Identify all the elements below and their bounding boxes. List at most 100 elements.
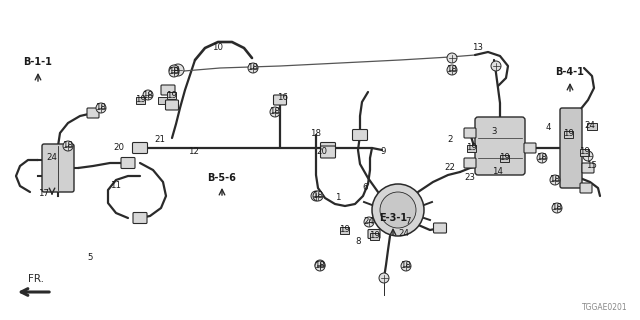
- Text: 19: 19: [563, 130, 573, 139]
- Bar: [579, 148, 589, 156]
- Text: 18: 18: [447, 66, 458, 75]
- FancyBboxPatch shape: [353, 130, 367, 140]
- FancyBboxPatch shape: [273, 95, 287, 105]
- Text: 3: 3: [492, 127, 497, 137]
- Text: 18: 18: [63, 141, 74, 150]
- Text: 23: 23: [465, 173, 476, 182]
- Text: 18: 18: [536, 154, 547, 163]
- Text: 1: 1: [335, 194, 340, 203]
- FancyBboxPatch shape: [464, 158, 476, 168]
- FancyBboxPatch shape: [121, 157, 135, 169]
- Text: 2: 2: [447, 135, 452, 145]
- Text: 19: 19: [166, 91, 177, 100]
- FancyBboxPatch shape: [560, 108, 582, 188]
- FancyBboxPatch shape: [321, 146, 335, 158]
- Text: 18: 18: [310, 130, 321, 139]
- Text: 12: 12: [189, 148, 200, 156]
- Circle shape: [315, 261, 325, 271]
- Text: 7: 7: [405, 218, 411, 227]
- Circle shape: [270, 107, 280, 117]
- Text: 19: 19: [579, 148, 589, 156]
- Circle shape: [379, 273, 389, 283]
- FancyBboxPatch shape: [464, 128, 476, 138]
- FancyBboxPatch shape: [132, 142, 147, 154]
- Text: 14: 14: [493, 167, 504, 177]
- Text: 21: 21: [154, 135, 166, 145]
- Circle shape: [315, 260, 325, 270]
- FancyBboxPatch shape: [368, 229, 380, 238]
- Text: 18: 18: [269, 108, 280, 116]
- Circle shape: [583, 151, 593, 161]
- Circle shape: [380, 192, 416, 228]
- Circle shape: [143, 90, 153, 100]
- FancyBboxPatch shape: [87, 108, 99, 118]
- Text: 18: 18: [95, 103, 106, 113]
- Text: 13: 13: [472, 44, 483, 52]
- Text: B-5-6: B-5-6: [207, 173, 236, 183]
- Circle shape: [447, 65, 457, 75]
- Bar: [166, 92, 175, 99]
- Text: 16: 16: [278, 93, 289, 102]
- Text: 24: 24: [364, 218, 374, 227]
- Text: 19: 19: [499, 154, 509, 163]
- Circle shape: [169, 67, 179, 77]
- Bar: [369, 233, 378, 239]
- Circle shape: [550, 175, 560, 185]
- Text: 19: 19: [369, 231, 380, 241]
- Text: 20: 20: [113, 143, 125, 153]
- Circle shape: [552, 203, 562, 213]
- Text: 10: 10: [212, 44, 223, 52]
- Text: 4: 4: [545, 124, 551, 132]
- FancyBboxPatch shape: [42, 144, 74, 192]
- Text: 24: 24: [399, 229, 410, 238]
- Text: 18: 18: [401, 261, 412, 270]
- Text: 9: 9: [380, 148, 386, 156]
- Text: 15: 15: [586, 162, 598, 171]
- Text: 22: 22: [445, 164, 456, 172]
- Circle shape: [172, 64, 184, 76]
- Text: 18: 18: [314, 261, 326, 270]
- FancyBboxPatch shape: [580, 183, 592, 193]
- Text: FR.: FR.: [28, 274, 44, 284]
- Bar: [563, 131, 573, 138]
- Text: 17: 17: [38, 189, 49, 198]
- Text: 18: 18: [552, 204, 563, 212]
- Circle shape: [169, 65, 179, 75]
- Circle shape: [96, 103, 106, 113]
- Circle shape: [364, 217, 374, 227]
- Text: 20: 20: [317, 148, 328, 156]
- Text: 18: 18: [550, 175, 561, 185]
- Text: B-4-1: B-4-1: [556, 67, 584, 77]
- Bar: [587, 123, 597, 130]
- FancyBboxPatch shape: [524, 143, 536, 153]
- FancyBboxPatch shape: [161, 85, 175, 95]
- FancyBboxPatch shape: [321, 142, 335, 154]
- Circle shape: [63, 141, 73, 151]
- Bar: [136, 97, 145, 103]
- Text: 11: 11: [111, 181, 122, 190]
- Text: 6: 6: [362, 183, 368, 193]
- Circle shape: [313, 191, 323, 201]
- Text: 24: 24: [584, 122, 595, 131]
- Circle shape: [311, 191, 321, 201]
- Text: 8: 8: [355, 237, 361, 246]
- Text: 19: 19: [134, 95, 145, 105]
- FancyBboxPatch shape: [582, 163, 594, 173]
- Circle shape: [537, 153, 547, 163]
- Bar: [467, 145, 476, 151]
- Text: B-1-1: B-1-1: [24, 57, 52, 67]
- Circle shape: [491, 61, 501, 71]
- Text: 24: 24: [47, 154, 58, 163]
- Text: 18: 18: [143, 91, 154, 100]
- FancyBboxPatch shape: [166, 100, 179, 110]
- Bar: [158, 97, 168, 103]
- Circle shape: [447, 53, 457, 63]
- Text: 18: 18: [168, 68, 179, 76]
- Text: 5: 5: [87, 253, 93, 262]
- Circle shape: [401, 261, 411, 271]
- FancyBboxPatch shape: [433, 223, 447, 233]
- Text: 19: 19: [339, 226, 349, 235]
- Circle shape: [372, 184, 424, 236]
- Text: 19: 19: [465, 143, 476, 153]
- Bar: [499, 155, 509, 162]
